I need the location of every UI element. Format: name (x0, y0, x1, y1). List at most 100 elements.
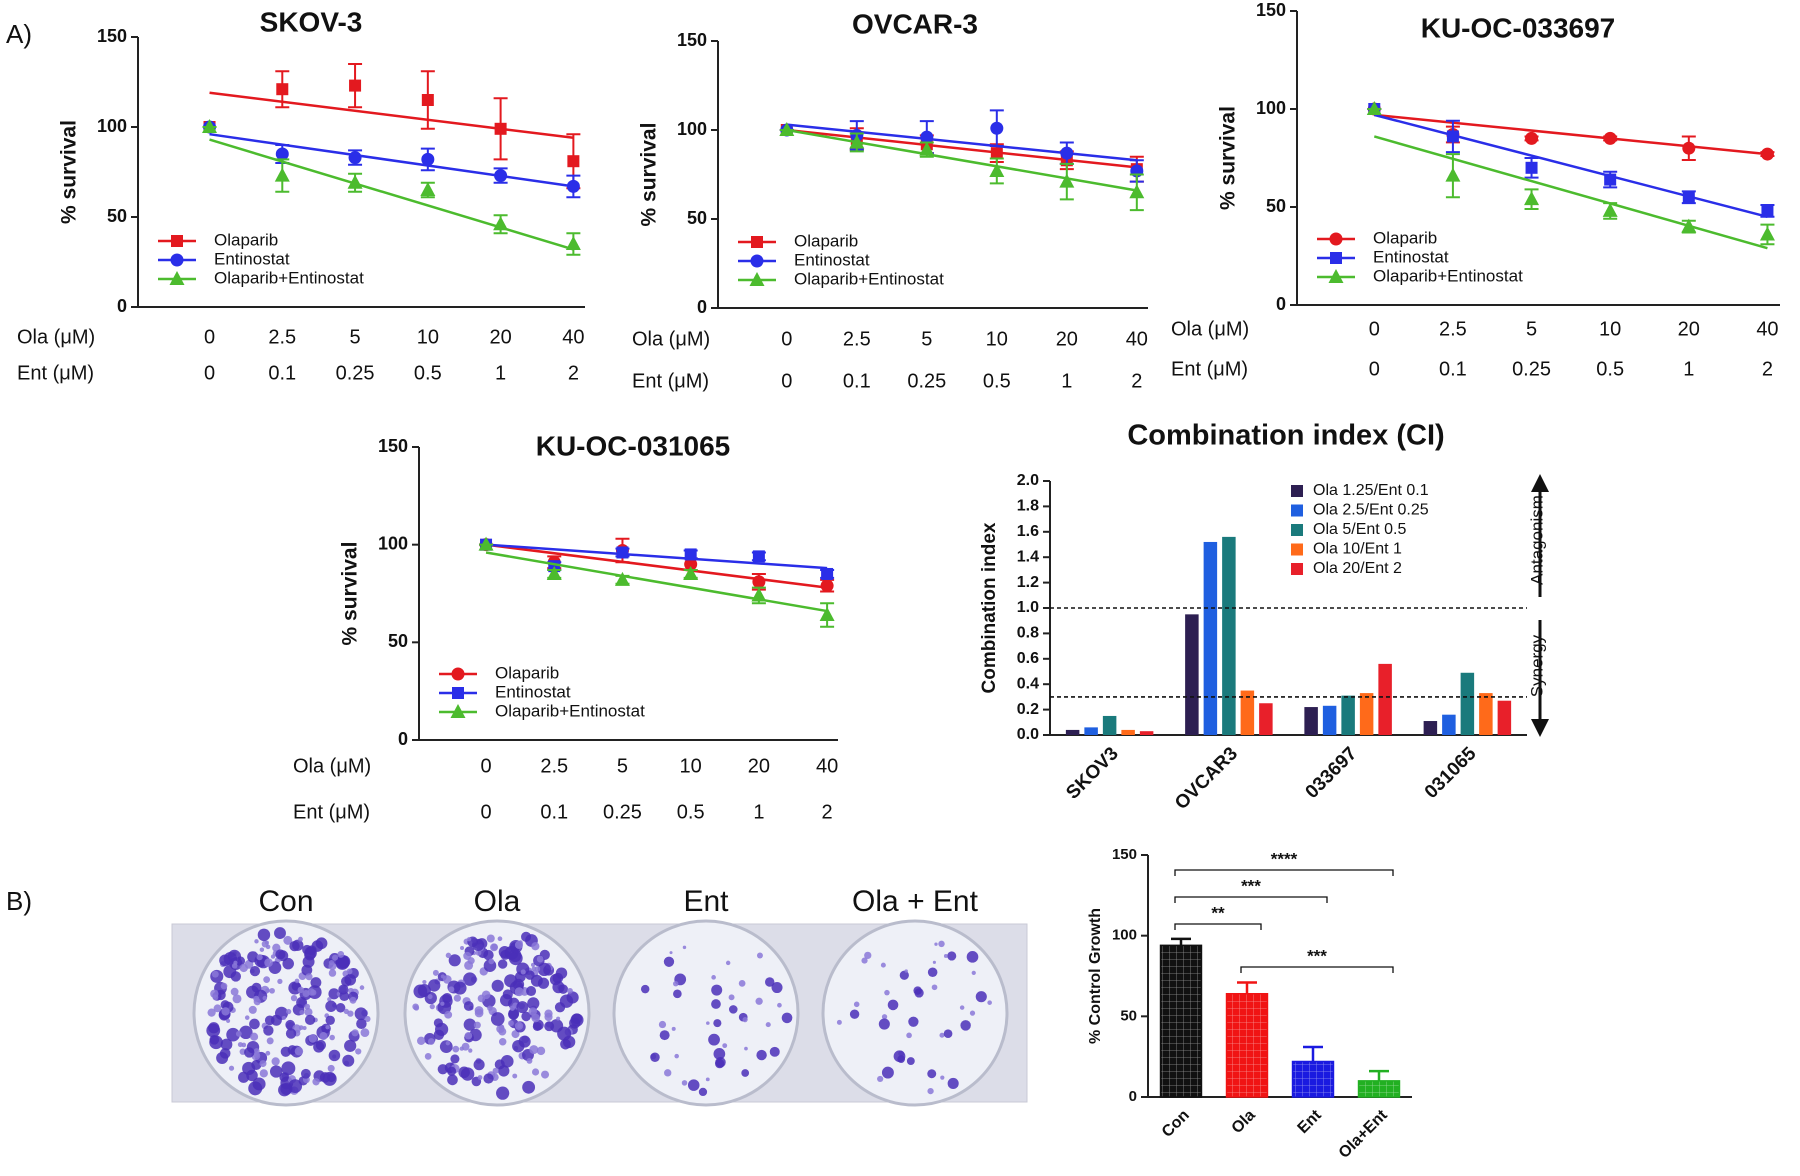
colony (914, 988, 924, 998)
colony (570, 1013, 584, 1027)
marker (566, 179, 580, 193)
colony (530, 974, 543, 987)
colony (297, 986, 304, 994)
colony (755, 997, 763, 1005)
marker (1059, 173, 1075, 188)
marker (751, 587, 767, 602)
marker (1682, 191, 1695, 204)
y-tick-label: 100 (1256, 98, 1286, 118)
significance-label: *** (1241, 876, 1261, 895)
bar (1442, 714, 1456, 735)
x-tick-label: 0 (781, 370, 792, 392)
colony (522, 1080, 536, 1094)
colony (659, 1030, 670, 1041)
colony (681, 1080, 688, 1086)
colony (259, 1060, 267, 1068)
y-tick-label: 150 (378, 436, 408, 456)
colony (448, 986, 455, 993)
x-tick-label: 2.5 (1439, 318, 1467, 340)
colony (259, 1069, 268, 1078)
bar (1357, 1080, 1401, 1098)
significance-bracket (1174, 869, 1394, 876)
colony (342, 1054, 355, 1067)
colony (210, 989, 219, 998)
x-tick-label: 20 (489, 326, 511, 348)
colony (516, 962, 530, 976)
colony (434, 1022, 449, 1036)
x-tick-label: Ola (1229, 1107, 1259, 1137)
chart-title: OVCAR-3 (852, 8, 978, 39)
colony (887, 999, 899, 1011)
colony (427, 1038, 435, 1045)
x-row-label: Ent (μM) (293, 801, 370, 823)
colony (560, 1038, 571, 1050)
y-tick-label: 0 (697, 297, 707, 317)
colony (300, 1068, 311, 1079)
x-tick-label: 0 (480, 755, 491, 777)
marker (421, 152, 435, 166)
marker (1759, 226, 1775, 241)
colony (532, 1021, 542, 1031)
x-tick-label: Con (1159, 1107, 1193, 1141)
colony (552, 981, 565, 994)
x-tick-label: 40 (562, 326, 584, 348)
colony (453, 981, 467, 995)
colony (512, 1073, 518, 1079)
colony (355, 1048, 362, 1055)
marker (919, 141, 935, 156)
x-tick-label: 2.5 (268, 326, 296, 348)
bar (1341, 695, 1355, 735)
colony (567, 987, 573, 994)
colony (943, 954, 948, 958)
colony (460, 1067, 475, 1081)
colony (960, 1020, 971, 1031)
y-axis-label: % Control Growth (1087, 908, 1104, 1044)
colony (466, 937, 472, 942)
significance-label: ** (1211, 903, 1225, 922)
marker (546, 565, 562, 580)
x-tick-label: 031065 (1421, 743, 1481, 803)
x-tick-label: 2 (822, 801, 833, 823)
fit-line (485, 543, 828, 589)
colony (934, 942, 938, 946)
marker (1603, 131, 1617, 145)
colony (756, 1049, 767, 1061)
colony (329, 1034, 335, 1041)
colony (325, 1025, 330, 1030)
colony (302, 1025, 307, 1031)
marker (420, 182, 436, 196)
marker (920, 130, 934, 144)
x-row-label: Ola (μM) (632, 328, 710, 350)
bar (1460, 672, 1475, 735)
fit-line (1373, 135, 1768, 250)
colony (448, 954, 461, 967)
y-axis-label: % survival (58, 120, 81, 224)
x-row-label: Ola (μM) (1171, 318, 1249, 340)
legend-marker (452, 687, 464, 699)
legend-label: Ola 1.25/Ent 0.1 (1313, 482, 1429, 499)
fit-line (1373, 113, 1768, 219)
marker (1129, 184, 1145, 199)
x-row-label: Ola (μM) (293, 755, 371, 777)
colony (906, 1057, 915, 1065)
colony (943, 1029, 953, 1039)
colony (252, 1077, 266, 1091)
x-tick-label: 5 (921, 328, 932, 350)
marker (752, 550, 765, 563)
arrow-head (1531, 719, 1549, 737)
x-tick-label: Ent (1295, 1106, 1326, 1137)
colony (211, 970, 219, 978)
y-tick-label: 0.6 (1017, 650, 1039, 667)
colony (927, 967, 938, 978)
colony (230, 971, 241, 982)
colony (424, 1053, 432, 1060)
bar (1065, 729, 1080, 735)
colony (764, 977, 775, 987)
bar (1423, 721, 1438, 735)
colony (332, 954, 339, 961)
x-tick-label: 0 (1369, 358, 1380, 380)
colony (531, 1013, 540, 1023)
legend-label: Olaparib+Entinostat (1373, 266, 1523, 285)
colony (490, 1012, 505, 1026)
colony (713, 1048, 726, 1060)
